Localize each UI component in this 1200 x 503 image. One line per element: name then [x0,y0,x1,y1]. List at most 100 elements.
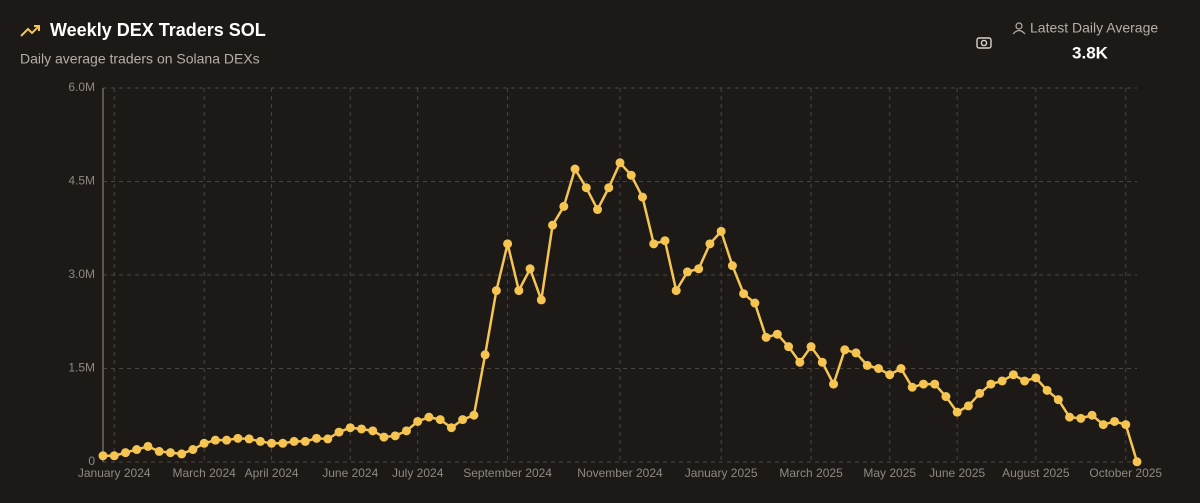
point [536,295,546,305]
point [334,427,344,437]
point [1110,416,1120,426]
point [750,298,760,308]
point [368,426,378,436]
x-tick-label: March 2024 [172,466,236,480]
point [806,342,816,352]
point [154,446,164,456]
point [491,286,501,296]
point [593,205,603,215]
camera-lens[interactable] [980,39,988,47]
point [761,332,771,342]
point [222,435,232,445]
camera-icon[interactable] [976,37,992,49]
x-tick-label: November 2024 [577,466,663,480]
point [503,239,513,249]
point [671,286,681,296]
point [637,192,647,202]
point [963,401,973,411]
point [1042,385,1052,395]
point [446,423,456,433]
point [739,289,749,299]
point [1008,370,1018,380]
point [525,264,535,274]
point [210,435,220,445]
point [682,267,692,277]
point [379,432,389,442]
point [941,392,951,402]
point [952,407,962,417]
trend-icon [20,25,40,37]
camera-button[interactable] [976,37,992,49]
point [829,379,839,389]
point [401,426,411,436]
point [615,158,625,168]
point [896,364,906,373]
x-tick-label: August 2025 [1002,466,1070,480]
point [705,239,715,249]
point [233,433,243,443]
point [851,348,861,358]
point [480,350,490,360]
y-tick-label: 0 [88,454,95,468]
point [727,261,737,271]
point [424,412,434,422]
point [1031,373,1041,383]
x-tick-label: January 2025 [685,466,758,480]
point [694,264,704,274]
x-tick-label: September 2024 [463,466,552,480]
point [874,364,883,373]
point [548,220,558,230]
point [1020,376,1030,386]
point [716,226,726,236]
point [120,448,130,458]
point [649,239,659,249]
point [604,183,614,193]
point [267,438,277,448]
point [98,451,108,461]
stat-label: Latest Daily Average [1030,20,1158,36]
point [514,286,524,296]
point [997,376,1007,386]
point [581,183,591,193]
x-tick-label: July 2024 [392,466,444,480]
point [278,438,288,448]
x-tick-label: January 2024 [78,466,151,480]
point [1076,413,1086,423]
point [986,379,996,389]
point [907,382,917,392]
point [1065,412,1075,422]
point [132,445,142,455]
point [862,360,872,370]
y-tick-label: 1.5M [68,361,95,375]
point [918,379,928,389]
point [840,345,850,355]
x-tick-label: April 2024 [245,466,299,480]
point [559,201,569,211]
point [1132,457,1142,467]
y-tick-label: 6.0M [68,80,95,94]
point [784,342,794,352]
point [1098,420,1108,430]
x-tick-label: June 2025 [929,466,985,480]
x-tick-label: March 2025 [779,466,843,480]
chart-subtitle: Daily average traders on Solana DEXs [20,51,260,67]
chart-title: Weekly DEX Traders SOL [50,20,266,40]
point [885,370,895,380]
point [1121,420,1131,430]
point [255,436,265,446]
point [660,236,670,246]
point [143,441,153,451]
point [795,357,805,367]
x-tick-label: May 2025 [863,466,916,480]
point [930,379,940,389]
user-icon [1012,22,1026,35]
point [177,449,187,459]
point [188,445,198,455]
point [817,357,827,367]
stat-value: 3.8K [1072,43,1109,62]
point [975,388,985,398]
point [469,410,479,420]
point [300,436,310,446]
